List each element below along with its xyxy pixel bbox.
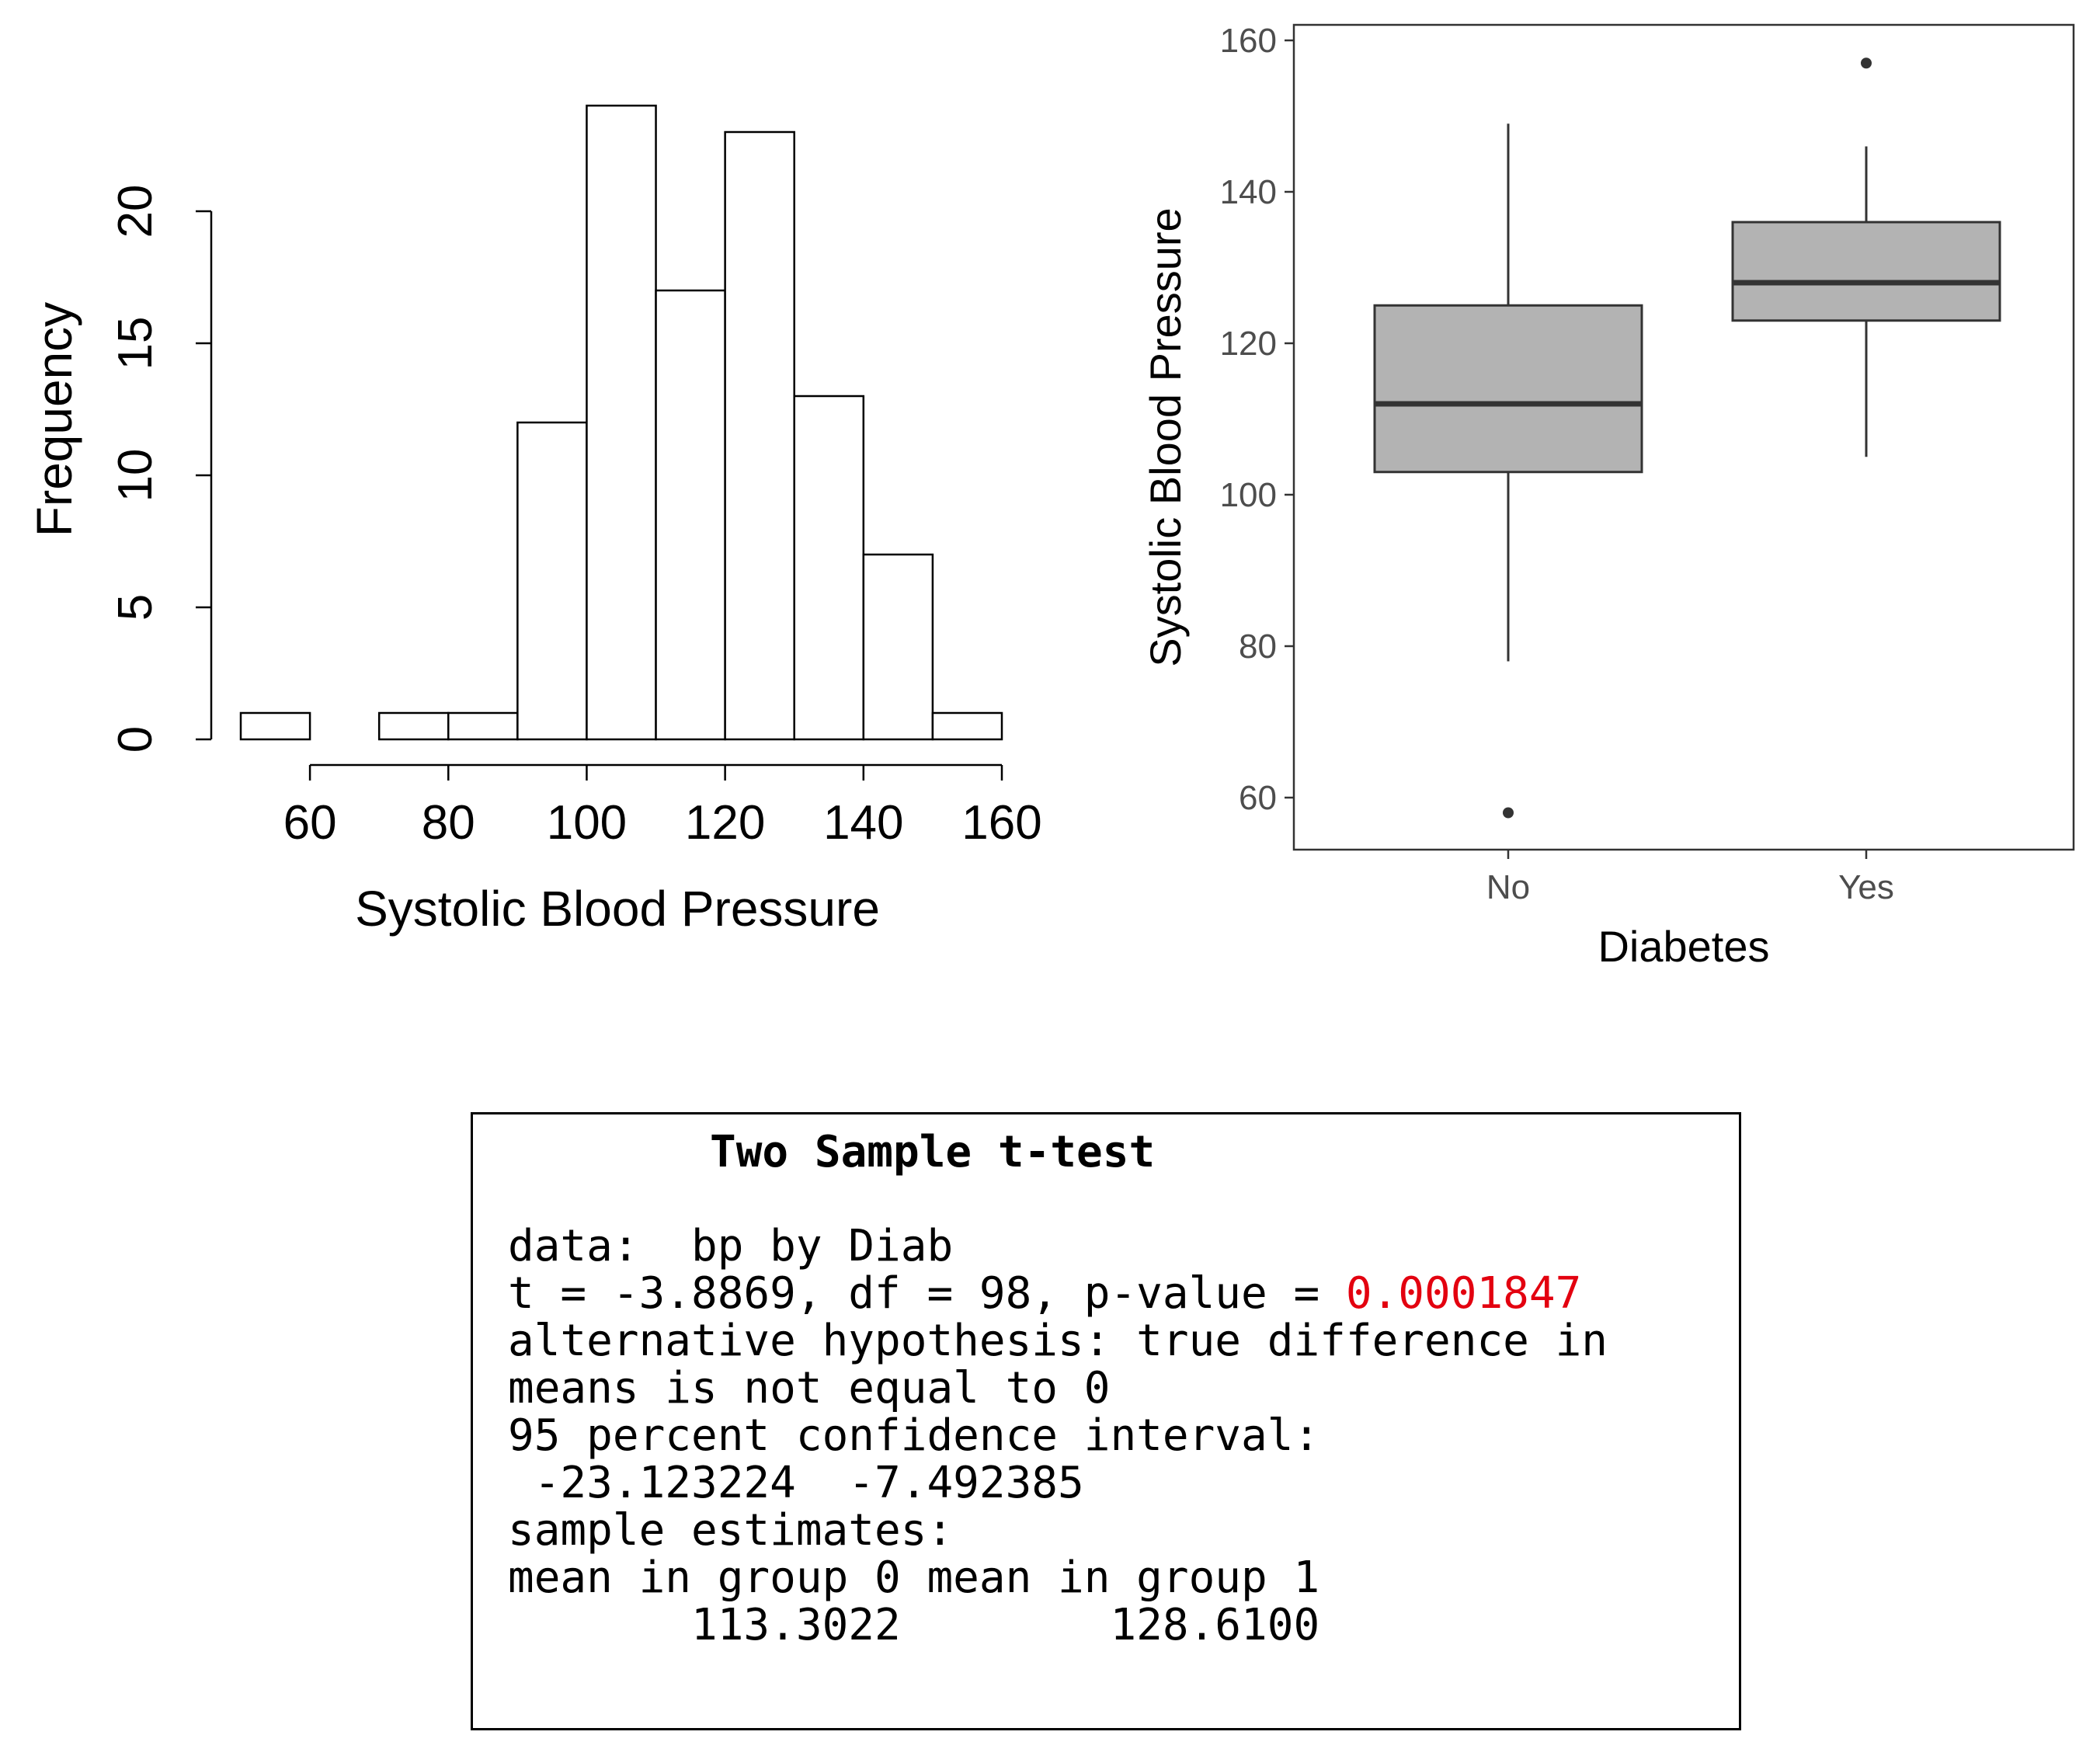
histogram-x-tick-label: 100	[547, 796, 627, 850]
histogram-bar	[586, 104, 657, 741]
histogram-bar	[447, 711, 519, 741]
ttest-title: Two Sample t-test	[710, 1127, 1156, 1177]
histogram-x-tick-label: 120	[685, 796, 765, 850]
boxplot-y-tick-label: 140	[1220, 173, 1277, 211]
ttest-ci-label: 95 percent confidence interval:	[508, 1410, 1320, 1461]
boxplot-x-axis-label: Diabetes	[1598, 922, 1769, 971]
boxplot-y-tick-label: 160	[1220, 22, 1277, 60]
boxplot-outlier-point	[1861, 57, 1872, 69]
histogram-bars	[239, 104, 1003, 741]
histogram-bar	[655, 289, 726, 741]
boxplot-y-tick-label: 100	[1220, 476, 1277, 514]
histogram: 60 80 100 120 140 160 0 5 10 15 20 Systolic Blood…	[26, 104, 1042, 937]
histogram-x-tick-label: 60	[283, 796, 337, 850]
ttest-p-value: 0.0001847	[1345, 1268, 1582, 1319]
histogram-y-tick-label: 5	[109, 594, 162, 621]
boxplot-x-tick-label: No	[1486, 868, 1530, 906]
boxplot-panel-border	[1292, 23, 2075, 851]
histogram-y-axis-label: Frequency	[26, 302, 82, 537]
ttest-estimates-label: sample estimates:	[508, 1505, 954, 1556]
histogram-bar	[862, 553, 934, 741]
histogram-x-axis-label: Systolic Blood Pressure	[355, 881, 880, 937]
boxplot-y-tick-label: 60	[1239, 779, 1277, 817]
histogram-x-axis: 60 80 100 120 140 160	[283, 763, 1042, 850]
boxplot-outlier-point	[1503, 807, 1514, 819]
boxplot: 60 80 100 120 140 160 No Yes Diabetes Systolic…	[1141, 22, 2075, 971]
ttest-ci-values: -23.123224 -7.492385	[508, 1458, 1084, 1508]
histogram-y-tick-label: 0	[109, 726, 162, 753]
ttest-estimates-header: mean in group 0 mean in group 1	[508, 1553, 1320, 1603]
ttest-alt-line-1: alternative hypothesis: true difference …	[508, 1316, 1608, 1366]
boxplot-y-axis-label: Systolic Blood Pressure	[1141, 207, 1190, 666]
histogram-bar	[931, 711, 1003, 741]
histogram-x-tick-label: 140	[823, 796, 903, 850]
ttest-estimates-values: 113.3022 128.6100	[508, 1600, 1320, 1650]
boxplot-boxes	[1373, 57, 2001, 819]
ttest-alt-line-2: means is not equal to 0	[508, 1363, 1111, 1413]
boxplot-box	[1373, 304, 1643, 474]
ttest-output-box: Two Sample t-test data: bp by Diab t = -…	[471, 1112, 1741, 1730]
histogram-bar	[377, 711, 450, 741]
histogram-x-tick-label: 80	[422, 796, 475, 850]
histogram-y-axis: 0 5 10 15 20	[109, 185, 213, 753]
histogram-x-tick-label: 160	[961, 796, 1041, 850]
ttest-stat-text: t = -3.8869, df = 98, p-value =	[508, 1268, 1346, 1319]
ttest-stat-line: t = -3.8869, df = 98, p-value = 0.000184…	[508, 1270, 1739, 1317]
histogram-bar	[516, 421, 588, 741]
boxplot-x-axis: No Yes	[1486, 850, 1894, 906]
histogram-y-tick-label: 15	[109, 317, 162, 370]
histogram-y-tick-label: 20	[109, 185, 162, 238]
histogram-y-tick-label: 10	[109, 449, 162, 502]
histogram-bar	[793, 395, 865, 741]
boxplot-y-tick-label: 120	[1220, 325, 1277, 363]
ttest-data-line: data: bp by Diab	[508, 1221, 954, 1271]
boxplot-x-tick-label: Yes	[1838, 868, 1894, 906]
histogram-bar	[724, 130, 795, 741]
boxplot-y-axis: 60 80 100 120 140 160	[1220, 22, 1294, 817]
histogram-bar	[239, 711, 311, 741]
boxplot-box	[1731, 221, 2001, 322]
boxplot-y-tick-label: 80	[1239, 628, 1277, 666]
